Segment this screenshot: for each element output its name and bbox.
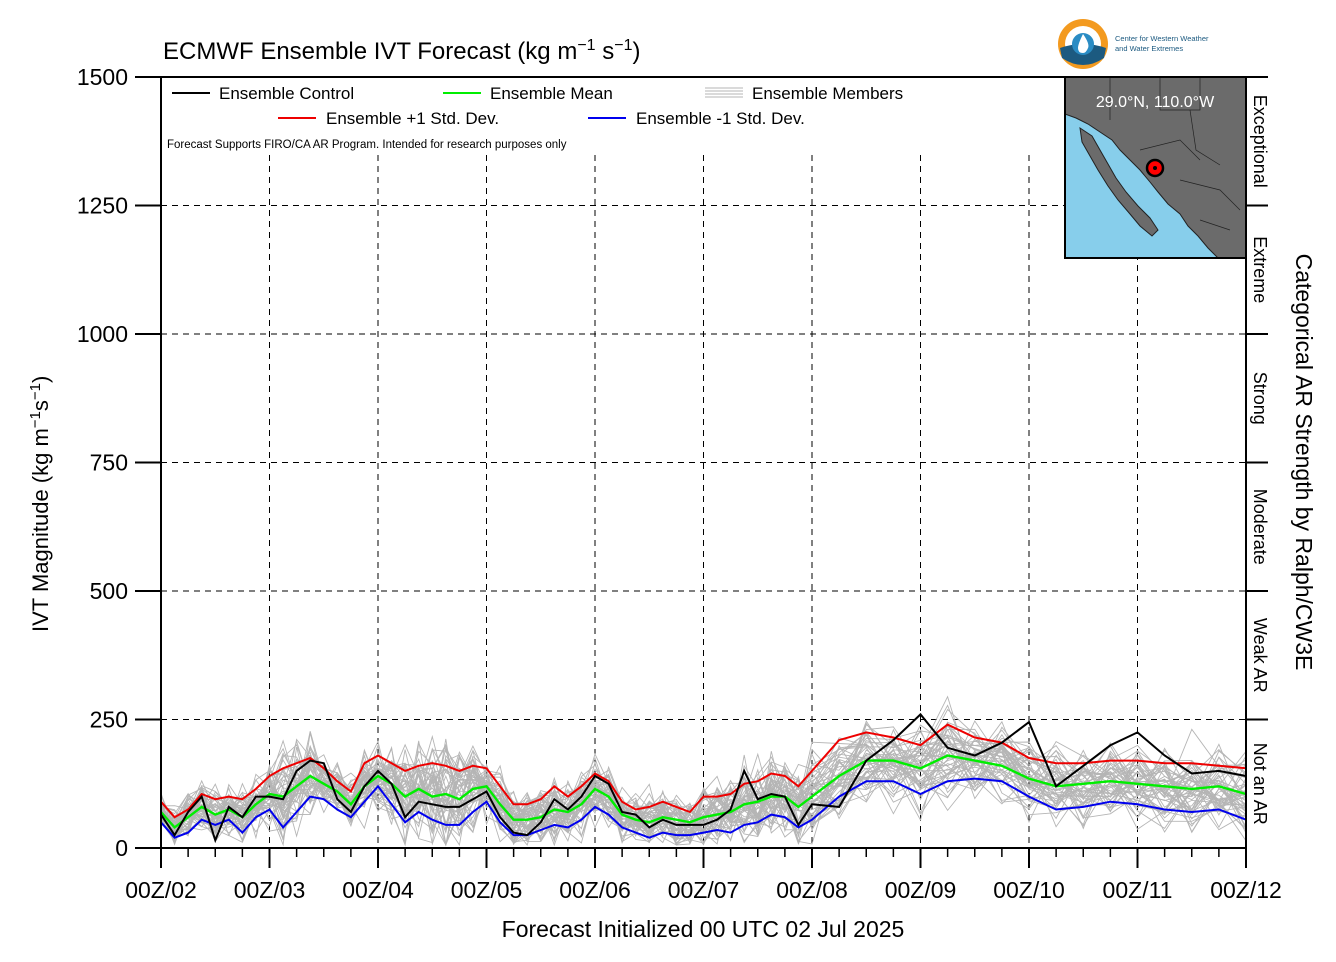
x-tick-label: 00Z/03	[234, 877, 306, 903]
x-tick-label: 00Z/11	[1103, 877, 1173, 903]
y-tick-label: 1500	[77, 64, 128, 90]
legend-label-mean: Ensemble Mean	[490, 84, 613, 103]
x-tick-label: 00Z/10	[993, 877, 1065, 903]
legend-label-control: Ensemble Control	[219, 84, 354, 103]
legend-label-plus-std: Ensemble +1 Std. Dev.	[326, 109, 499, 128]
legend-label-members: Ensemble Members	[752, 84, 903, 103]
legend-swatch-members	[705, 87, 743, 98]
legend: Ensemble Control Ensemble Mean Ensemble …	[172, 84, 903, 128]
chart-title: ECMWF Ensemble IVT Forecast (kg m−1 s−1)	[163, 37, 640, 65]
x-tick-label: 00Z/04	[342, 877, 414, 903]
ensemble-member-line	[160, 722, 1247, 843]
category-label: Strong	[1250, 372, 1270, 425]
legend-label-minus-std: Ensemble -1 Std. Dev.	[636, 109, 805, 128]
minus-std-line	[160, 777, 1247, 839]
x-tick-label: 00Z/07	[668, 877, 740, 903]
location-inset-map: 29.0°N, 110.0°W	[1064, 76, 1247, 259]
x-axis-label: Forecast Initialized 00 UTC 02 Jul 2025	[502, 916, 905, 942]
y-tick-label: 250	[90, 707, 128, 733]
control-line	[160, 712, 1247, 844]
ensemble-member-line	[160, 723, 1247, 845]
y-axis-label: IVT Magnitude (kg m−1s−1)	[27, 376, 53, 632]
x-tick-label: 00Z/06	[559, 877, 631, 903]
x-tick-label: 00Z/12	[1210, 877, 1282, 903]
disclaimer-text: Forecast Supports FIRO/CA AR Program. In…	[167, 139, 567, 151]
category-label: Weak AR	[1250, 618, 1270, 693]
cw3e-logo: Center for Western Weather and Water Ext…	[1058, 19, 1209, 69]
y-tick-label: 500	[90, 578, 128, 604]
ensemble-member-line	[160, 732, 1247, 845]
category-label: Exceptional	[1250, 95, 1270, 188]
category-label: Not an AR	[1250, 743, 1270, 825]
right-axis-label: Categorical AR Strength by Ralph/CW3E	[1291, 254, 1317, 671]
state-borders	[1109, 77, 1241, 231]
location-label: 29.0°N, 110.0°W	[1096, 94, 1215, 111]
ensemble-member-line	[160, 736, 1247, 847]
baja-peninsula	[1079, 126, 1159, 237]
logo-text-line-2: and Water Extremes	[1115, 44, 1183, 53]
plus-std-line	[160, 723, 1247, 819]
category-label: Extreme	[1250, 236, 1270, 303]
logo-text-line-1: Center for Western Weather	[1115, 34, 1209, 43]
ensemble-member-line	[160, 738, 1247, 838]
ensemble-member-line	[160, 731, 1247, 840]
axis-ticks: 0 250 500 750 1000 1250 1500 00Z/02 00Z/03 00Z/04…	[77, 64, 1282, 903]
y-tick-label: 0	[115, 835, 128, 861]
logo-drop-icon	[1078, 34, 1089, 53]
x-tick-label: 00Z/02	[125, 877, 197, 903]
series-lines	[160, 712, 1247, 844]
x-tick-label: 00Z/08	[776, 877, 848, 903]
category-label: Moderate	[1250, 489, 1270, 565]
y-tick-label: 1000	[77, 321, 128, 347]
ensemble-member-line	[160, 735, 1247, 846]
x-tick-label: 00Z/05	[451, 877, 523, 903]
x-tick-label: 00Z/09	[885, 877, 957, 903]
mean-line	[160, 754, 1247, 830]
y-tick-label: 750	[90, 450, 128, 476]
y-tick-label: 1250	[77, 193, 128, 219]
